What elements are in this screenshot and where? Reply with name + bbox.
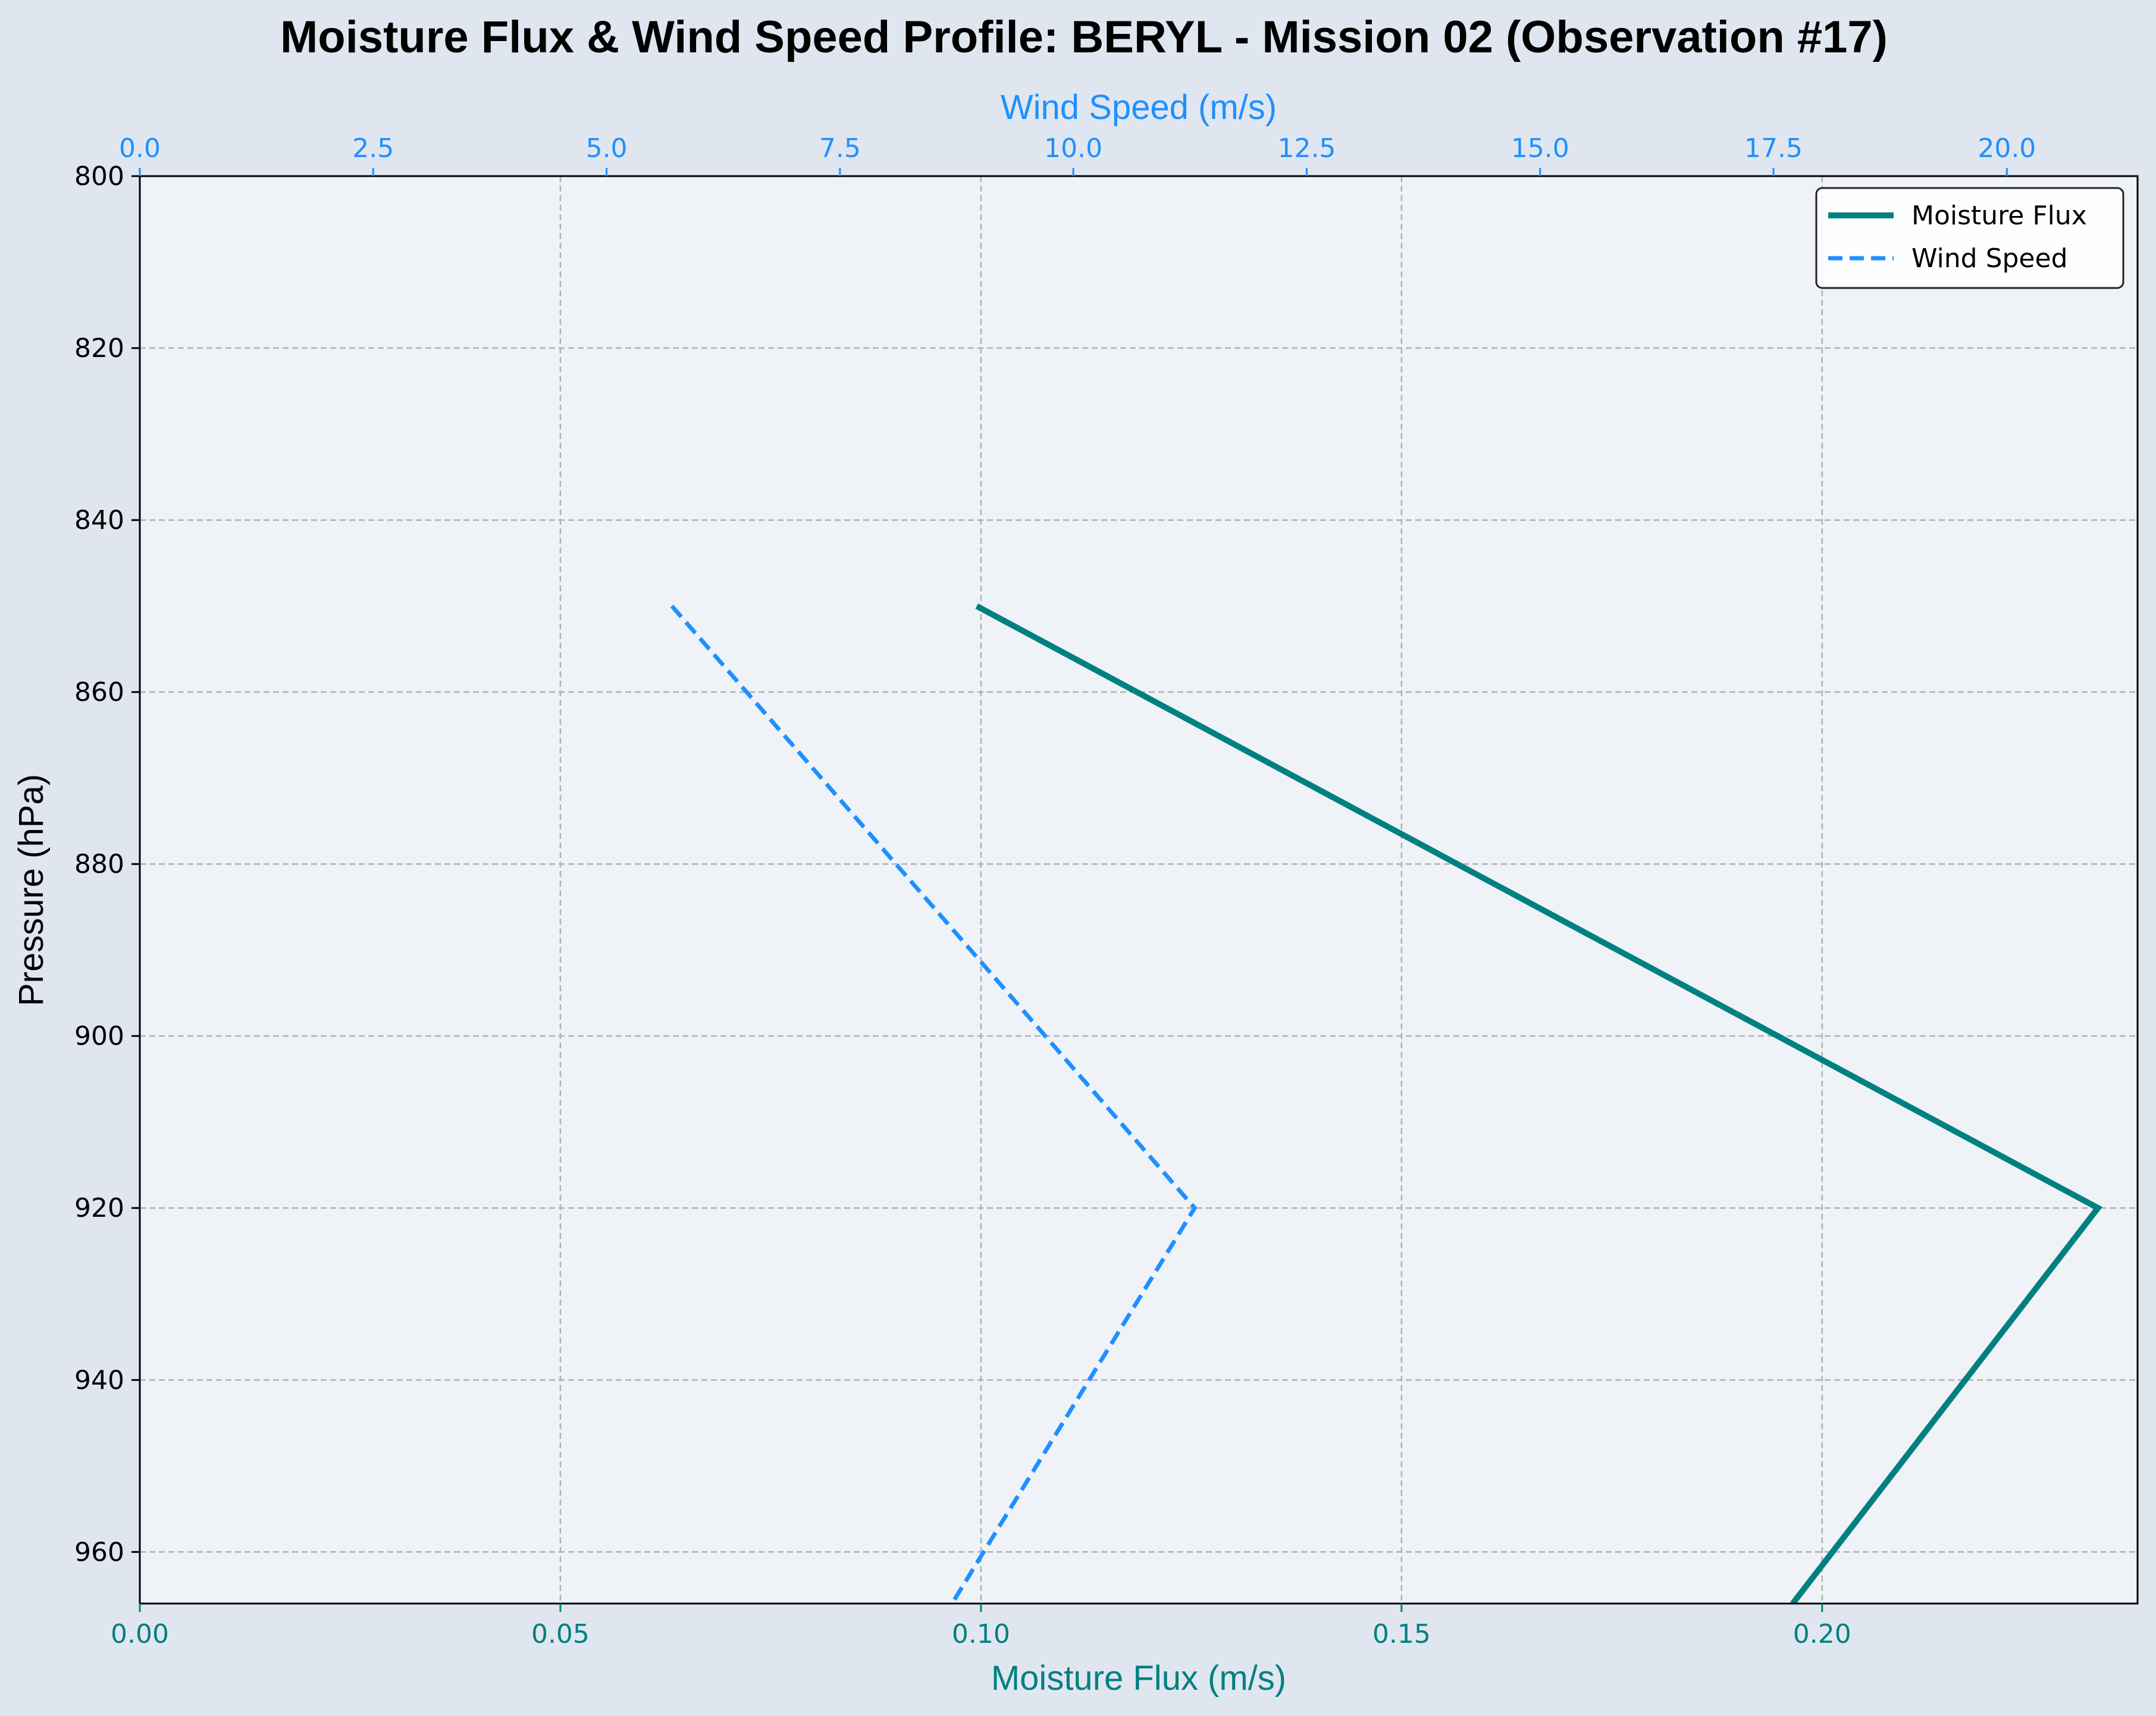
y-axis-label: Pressure (hPa) [12, 774, 51, 1006]
plot-area [140, 176, 2138, 1604]
y-tick-label: 820 [74, 333, 124, 364]
bottom-tick-label: 0.20 [1793, 1619, 1851, 1649]
top-tick-label: 7.5 [819, 133, 861, 164]
chart-title: Moisture Flux & Wind Speed Profile: BERY… [280, 12, 1888, 62]
series-line-moisture-flux [975, 603, 2103, 1604]
top-tick-label: 12.5 [1277, 133, 1336, 164]
y-tick-label: 940 [74, 1365, 124, 1395]
axis-ticks: 800 820 840 860 880 900 920 940 960 0.00 0.05 0.10 0… [74, 133, 2036, 1649]
legend-label: Wind Speed [1911, 243, 2068, 274]
y-tick-label: 920 [74, 1193, 124, 1223]
bottom-axis-label: Moisture Flux (m/s) [991, 1659, 1286, 1698]
bottom-tick-label: 0.15 [1372, 1619, 1431, 1649]
bottom-tick-label: 0.05 [531, 1619, 590, 1649]
top-axis-label: Wind Speed (m/s) [1001, 88, 1277, 127]
y-tick-label: 900 [74, 1021, 124, 1051]
series-line-wind-speed [670, 605, 1198, 1604]
top-tick-label: 10.0 [1044, 133, 1102, 164]
top-tick-label: 17.5 [1744, 133, 1803, 164]
series-group [670, 603, 2103, 1604]
bottom-tick-label: 0.00 [111, 1619, 169, 1649]
y-tick-label: 960 [74, 1537, 124, 1567]
legend: Moisture Flux Wind Speed [1815, 187, 2124, 289]
y-tick-label: 840 [74, 505, 124, 536]
top-tick-label: 20.0 [1978, 133, 2036, 164]
top-tick-label: 15.0 [1511, 133, 1569, 164]
y-tick-label: 860 [74, 677, 124, 707]
plot-frame [139, 175, 2139, 1605]
top-tick-label: 5.0 [586, 133, 628, 164]
top-tick-label: 2.5 [352, 133, 394, 164]
top-tick-label: 0.0 [119, 133, 161, 164]
y-tick-label: 880 [74, 849, 124, 879]
y-tick-label: 800 [74, 161, 124, 192]
bottom-tick-label: 0.10 [952, 1619, 1010, 1649]
legend-label: Moisture Flux [1911, 201, 2087, 231]
